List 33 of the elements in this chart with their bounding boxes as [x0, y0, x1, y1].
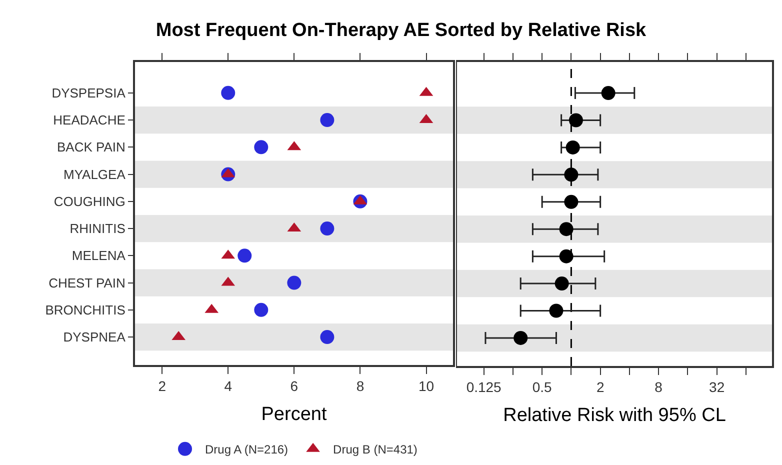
point	[287, 276, 302, 290]
x-tick-label: 0.125	[466, 378, 502, 395]
y-tick-label: MYALGEA	[64, 166, 126, 182]
y-tick-label: DYSPEPSIA	[52, 85, 126, 100]
legend-label: Drug A (N=216)	[205, 442, 288, 457]
x-axis-title: Relative Risk with 95% CL	[503, 405, 726, 426]
point	[221, 86, 236, 100]
point	[320, 222, 334, 236]
y-tick-label: RHINITIS	[70, 221, 126, 236]
x-tick-label: 2	[158, 378, 166, 394]
x-tick-label: 6	[290, 378, 298, 394]
point	[320, 330, 334, 344]
x-tick-label: 10	[418, 378, 434, 394]
x-tick-label: 8	[654, 378, 663, 395]
x-tick-label: 32	[709, 378, 725, 395]
legend-label: Drug B (N=431)	[333, 442, 418, 457]
y-tick-label: MELENA	[72, 248, 126, 264]
y-tick-label: COUGHING	[54, 194, 126, 209]
point	[254, 302, 268, 317]
y-tick-label: HEADACHE	[53, 112, 126, 128]
y-tick-label: BRONCHITIS	[45, 302, 126, 318]
x-tick-label: 2	[596, 378, 604, 395]
x-tick-label: 4	[224, 378, 232, 394]
x-tick-label: 8	[356, 378, 364, 394]
y-tick-label: DYSPNEA	[63, 330, 126, 345]
y-tick-label: BACK PAIN	[57, 140, 126, 155]
y-tick-label: CHEST PAIN	[48, 275, 126, 290]
point	[320, 113, 334, 128]
x-tick-label: 0.5	[532, 378, 552, 395]
x-axis-title: Percent	[261, 404, 328, 426]
point	[238, 248, 252, 263]
chart-title: Most Frequent On-Therapy AE Sorted by Relative Risk	[154, 20, 648, 42]
point	[254, 140, 268, 154]
